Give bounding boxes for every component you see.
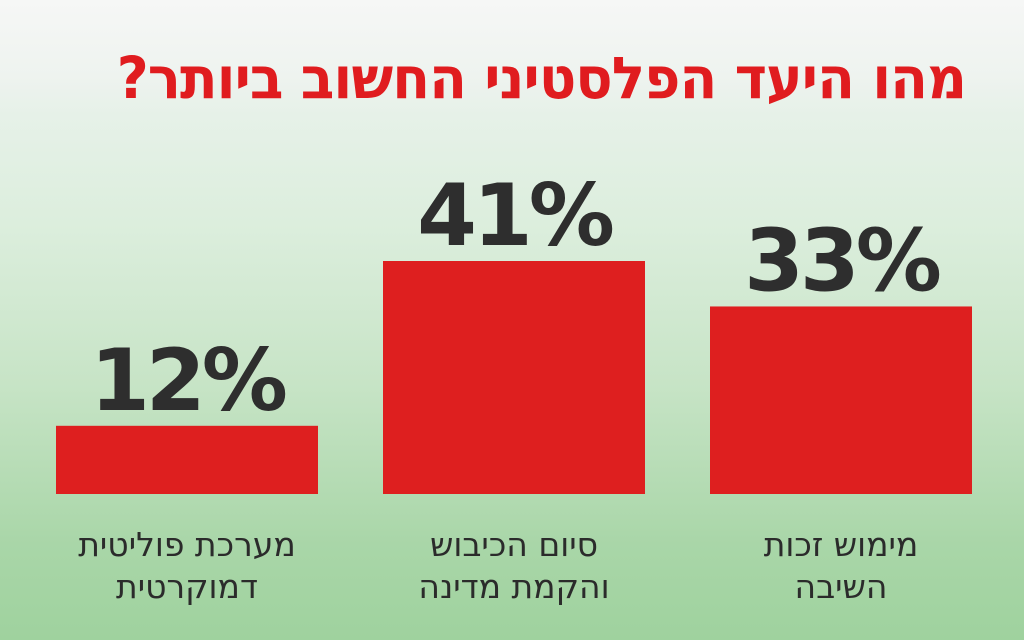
category-label-1-line-1: מערכת פוליטית <box>78 525 296 564</box>
bars-group <box>56 261 972 494</box>
bar-1 <box>56 425 318 494</box>
bar-3 <box>710 306 972 494</box>
chart-title: מהו היעד הפלסטיני החשוב ביותר? <box>116 44 967 112</box>
category-label-2-line-1: סיום הכיבוש <box>430 525 598 564</box>
value-labels-group: 12% 41% 33% <box>90 166 944 431</box>
bar-2 <box>383 261 645 494</box>
category-label-2-line-2: והקמת מדינה <box>418 567 609 606</box>
value-label-2: 41% <box>417 166 613 266</box>
value-label-1: 12% <box>90 331 286 431</box>
category-label-3-line-2: השיבה <box>795 567 888 606</box>
category-label-3-line-1: מימוש זכות <box>764 525 919 564</box>
value-label-3: 33% <box>744 211 940 311</box>
category-label-1-line-2: דמוקרטית <box>116 567 258 606</box>
